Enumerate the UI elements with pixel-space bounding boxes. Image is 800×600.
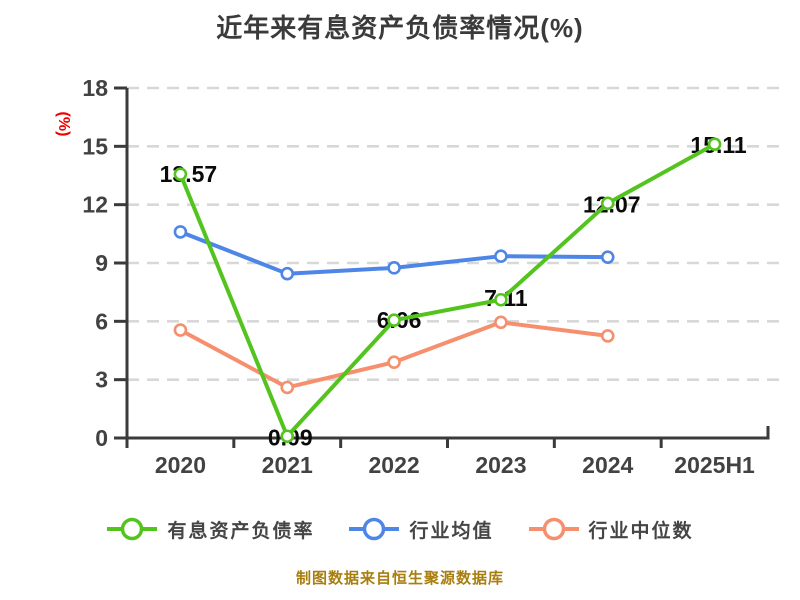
- series-line: [178, 142, 717, 439]
- legend-marker-icon: [107, 517, 158, 541]
- chart-title: 近年来有息资产负债率情况(%): [216, 13, 584, 43]
- legend: 有息资产负债率 行业均值 行业中位数: [0, 515, 800, 543]
- data-point-marker: [494, 249, 508, 263]
- x-tick-label: 2023: [475, 452, 526, 478]
- y-tick-label: 0: [95, 425, 108, 451]
- data-point-marker: [173, 225, 188, 239]
- data-point-marker: [280, 429, 295, 444]
- x-tick-label: 2024: [582, 452, 633, 478]
- data-point-marker: [387, 313, 401, 327]
- x-tick-label: 2025H1: [674, 452, 755, 478]
- data-point-marker: [600, 196, 615, 211]
- y-tick-label: 18: [82, 75, 108, 101]
- data-source-note: 制图数据来自恒生聚源数据库: [295, 570, 504, 587]
- x-tick-label: 2021: [262, 452, 313, 478]
- legend-item-label: 行业中位数: [588, 520, 694, 542]
- data-point-marker: [600, 250, 615, 264]
- y-tick-label: 3: [95, 367, 108, 393]
- data-point-label: 13.57: [160, 161, 218, 187]
- legend-marker-icon: [528, 517, 579, 541]
- legend-item: 有息资产负债率: [106, 515, 314, 543]
- data-point-marker: [173, 323, 188, 337]
- y-tick-label: 15: [82, 133, 108, 159]
- data-point-marker: [280, 266, 295, 281]
- data-point-marker: [494, 292, 508, 307]
- x-tick-label: 2022: [368, 452, 419, 478]
- data-point-marker: [280, 380, 295, 395]
- data-point-marker: [494, 315, 508, 330]
- legend-item-label: 有息资产负债率: [167, 520, 315, 542]
- data-point-marker: [707, 137, 722, 151]
- data-point-marker: [387, 261, 401, 275]
- x-tick-label: 2020: [155, 452, 206, 478]
- y-tick-label: 6: [95, 308, 108, 334]
- legend-item: 行业中位数: [528, 515, 694, 543]
- y-tick-label: 12: [82, 192, 108, 218]
- data-point-marker: [600, 329, 615, 343]
- data-point-marker: [173, 167, 188, 181]
- legend-item: 行业均值: [348, 515, 493, 543]
- legend-item-label: 行业均值: [409, 520, 494, 542]
- y-tick-label: 9: [95, 250, 108, 276]
- data-point-marker: [387, 355, 401, 369]
- legend-marker-icon: [349, 517, 400, 541]
